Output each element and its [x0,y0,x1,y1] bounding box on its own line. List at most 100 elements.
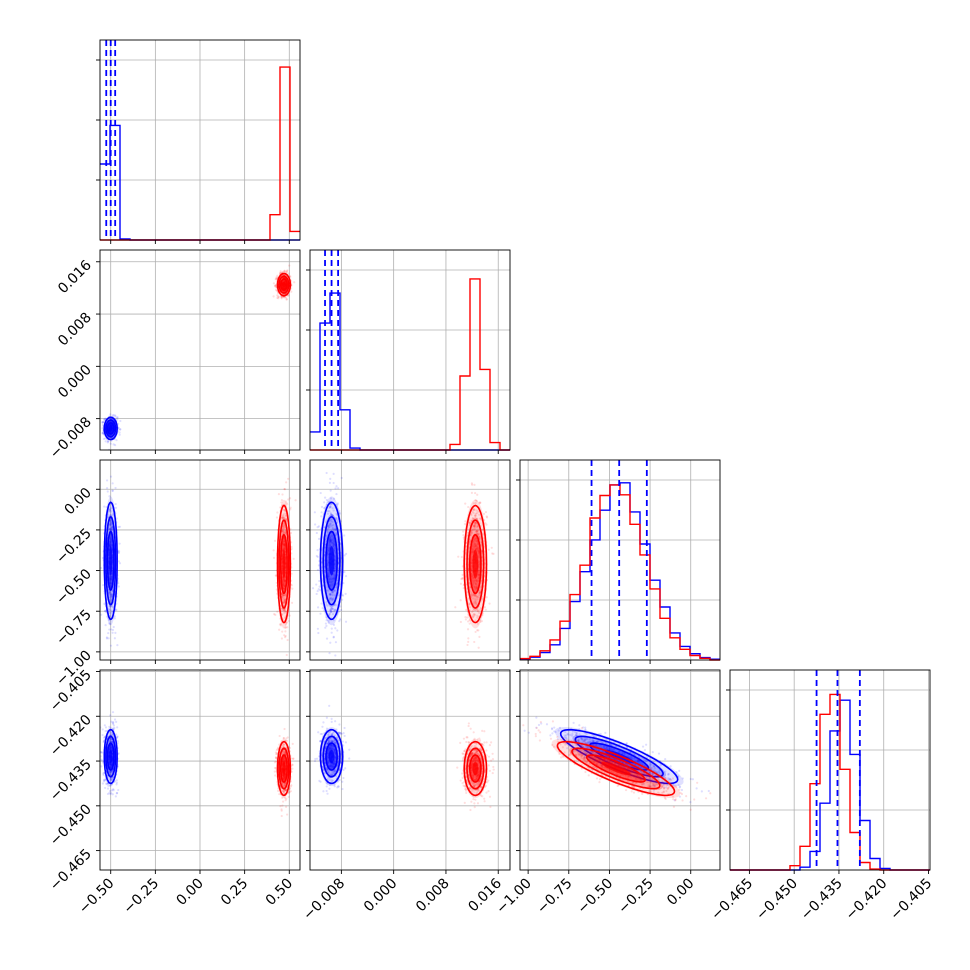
sample-point [315,554,318,558]
panel-2d [311,471,495,660]
sample-point [283,547,286,550]
contour-line [105,419,117,438]
sample-point [475,595,479,599]
sample-point [333,565,337,568]
sample-point [335,492,338,496]
sample-point [328,577,331,581]
sample-point [102,772,105,775]
sample-point [320,505,324,509]
sample-point [338,509,341,513]
contour-line [322,516,341,606]
sample-point [328,538,332,541]
sample-point [468,521,471,524]
sample-point [311,587,315,590]
sample-point [325,471,328,475]
sample-point [314,523,317,526]
sample-point [106,782,109,785]
sample-point [108,528,112,531]
sample-point [485,596,488,599]
sample-point [284,530,287,534]
contour-line [325,530,338,591]
sample-point [326,604,329,607]
sample-point [275,278,278,281]
sample-point [333,575,336,578]
sample-point [283,269,286,272]
sample-point [328,592,331,596]
sample-point [327,589,330,592]
sample-point [475,548,478,551]
sample-point [118,525,122,528]
sample-point [110,778,113,781]
sample-point [286,626,289,629]
sample-point [108,508,111,511]
sample-point [279,272,282,275]
sample-point [108,579,112,582]
sample-point [272,556,276,559]
sample-point [472,615,475,619]
sample-point [472,579,476,582]
sample-point [330,583,333,586]
sample-point [466,620,470,623]
sample-point [479,620,482,623]
sample-point [332,577,335,580]
sample-point [283,526,287,529]
sample-point [331,507,334,510]
sample-point [282,528,285,531]
sample-point [285,269,289,273]
sample-point [329,641,332,644]
sample-point [476,548,480,551]
sample-point [108,495,111,498]
sample-point [109,413,112,416]
sample-point [336,503,339,506]
sample-point [464,616,467,619]
sample-point [332,472,335,475]
sample-point [333,589,336,592]
sample-point [473,585,476,588]
sample-point [329,593,332,596]
sample-point [284,500,288,503]
sample-point [476,622,479,625]
sample-point [327,576,330,579]
sample-point [470,513,473,517]
sample-point [324,575,327,578]
sample-point [335,583,338,586]
sample-point [472,508,475,511]
sample-point [111,527,114,530]
sample-point [284,514,287,517]
sample-point [110,747,113,750]
sample-point [110,777,113,780]
sample-point [101,421,104,424]
sample-point [284,515,288,518]
sample-point [330,631,333,634]
sample-point [117,426,120,429]
sample-point [324,520,327,524]
sample-point [471,572,474,575]
sample-point [109,770,112,773]
sample-point [332,544,335,547]
sample-point [328,538,331,541]
sample-point [115,416,119,419]
sample-point [283,579,286,583]
sample-point [337,548,340,552]
sample-point [107,619,110,622]
sample-point [109,582,112,585]
sample-point [108,771,111,774]
sample-point [329,610,333,613]
sample-point [467,561,470,564]
sample-point [333,609,336,612]
sample-point [462,586,465,590]
sample-point [283,296,286,299]
sample-point [109,544,112,547]
sample-point [327,553,330,556]
sample-point [109,576,112,579]
sample-point [472,577,475,580]
sample-point [481,563,484,566]
sample-point [114,506,118,509]
sample-point [108,591,111,594]
sample-point [275,277,278,280]
sample-point [277,295,280,298]
sample-point [484,522,487,525]
sample-point [282,608,285,611]
sample-point [284,609,287,613]
sample-point [478,513,481,516]
